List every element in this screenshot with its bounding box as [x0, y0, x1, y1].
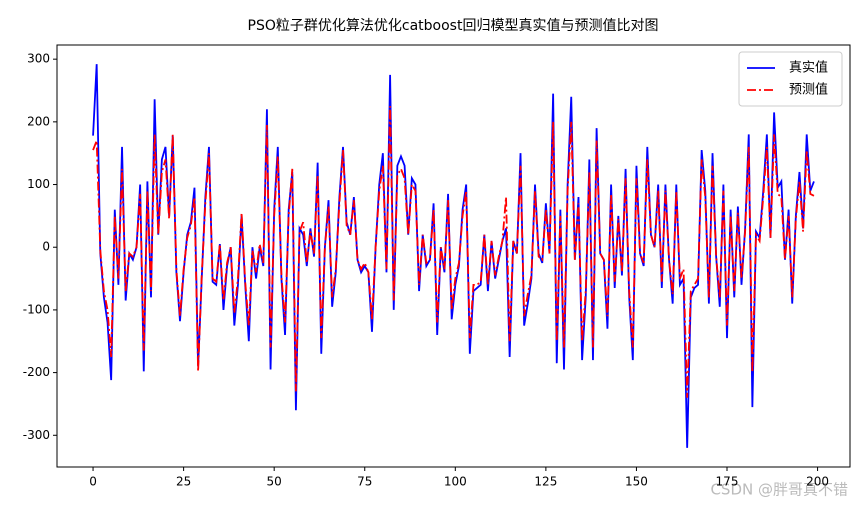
y-tick-label: -100	[23, 302, 50, 316]
y-tick-label: 0	[42, 240, 50, 254]
x-tick-label: 150	[625, 475, 648, 489]
x-tick-label: 0	[89, 475, 97, 489]
x-tick-label: 25	[176, 475, 191, 489]
x-tick-label: 125	[534, 475, 557, 489]
y-tick-label: -200	[23, 365, 50, 379]
series-line	[92, 106, 815, 398]
x-tick-label: 175	[716, 475, 739, 489]
x-tick-label: 50	[267, 475, 282, 489]
y-tick-label: 300	[27, 52, 50, 66]
y-tick-label: -300	[23, 428, 50, 442]
x-tick-label: 100	[444, 475, 467, 489]
chart-title: PSO粒子群优化算法优化catboost回归模型真实值与预测值比对图	[248, 17, 659, 34]
series-line	[92, 64, 815, 448]
watermark: CSDN @胖哥真不错	[710, 481, 848, 499]
x-tick-label: 75	[357, 475, 372, 489]
legend-label: 真实值	[789, 60, 828, 76]
y-tick-label: 200	[27, 114, 50, 128]
legend-box	[738, 51, 843, 107]
x-tick-label: 200	[806, 475, 829, 489]
y-tick-label: 100	[27, 177, 50, 191]
plot-frame	[56, 44, 851, 468]
legend-label: 预测值	[789, 82, 828, 98]
